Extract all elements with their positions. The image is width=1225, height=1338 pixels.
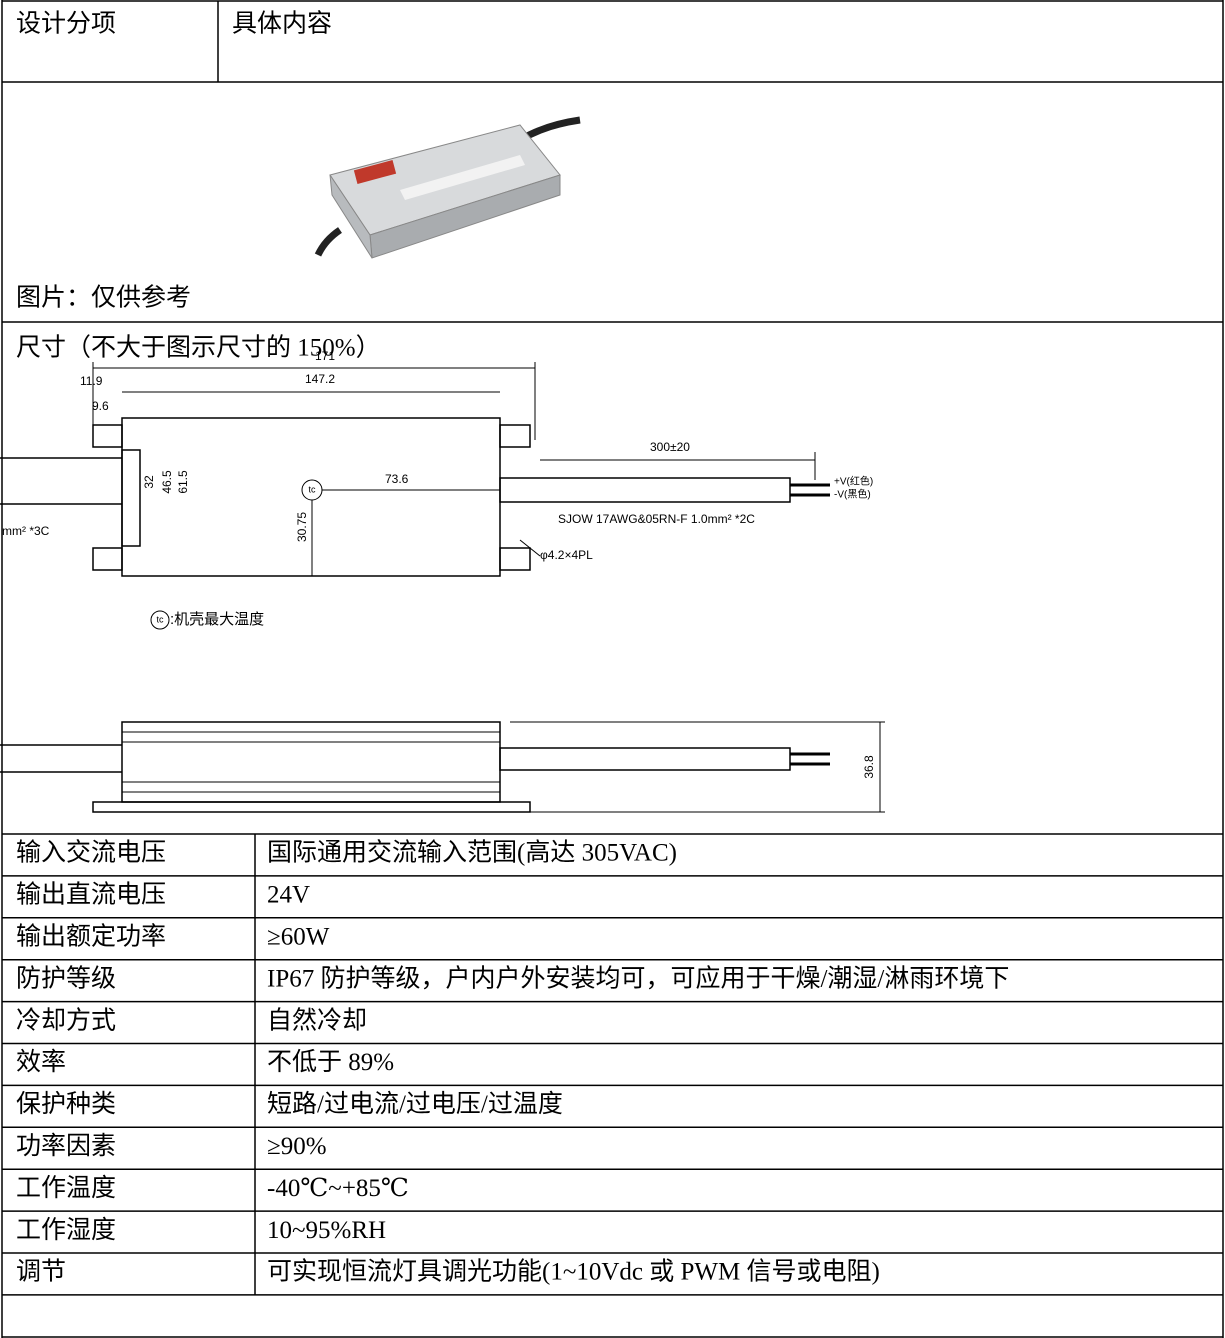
spec-value: 可实现恒流灯具调光功能(1~10Vdc 或 PWM 信号或电阻) [267, 1258, 880, 1286]
flange [92, 547, 123, 571]
dimension-drawing: 171 147.2 11.9 9.6 mm² *3C 32 46.5 61.5 … [0, 349, 885, 813]
leader [519, 539, 541, 557]
spec-value: ≥60W [267, 923, 330, 950]
dim-label: 46.5 [160, 470, 174, 494]
spec-label: 输出直流电压 [16, 881, 166, 909]
dim-label: 30.75 [295, 512, 309, 542]
spec-label: 冷却方式 [16, 1006, 116, 1034]
dim-label: mm² *3C [2, 524, 50, 538]
tc-symbol: tc [308, 484, 316, 494]
tc-mark [150, 610, 170, 630]
spec-value: 短路/过电流/过电压/过温度 [267, 1090, 563, 1118]
spec-value: 不低于 89% [267, 1048, 394, 1076]
tc-symbol: tc [156, 614, 164, 624]
spec-label: 工作温度 [16, 1174, 116, 1202]
housing-side [121, 721, 501, 803]
dim-label: 32 [142, 475, 156, 489]
spec-label: 效率 [16, 1048, 66, 1076]
dim-label: SJOW 17AWG&05RN-F 1.0mm² *2C [558, 512, 755, 526]
tc-note: :机壳最大温度 [170, 611, 264, 628]
housing-end [329, 174, 373, 259]
spec-rows: 国际通用交流输入范围(高达 305VAC) 输入交流电压 24V 输出直流电压 ≥60W… [2, 834, 1223, 1296]
spec-value: -40℃~+85℃ [267, 1175, 409, 1202]
housing-top [121, 417, 501, 577]
dim-label: 300±20 [650, 440, 690, 454]
spec-label: 输出额定功率 [16, 922, 166, 950]
dim-label: 36.8 [862, 755, 876, 779]
spec-label: 功率因素 [16, 1132, 116, 1160]
spec-value: IP67 防护等级，户内户外安装均可，可应用于干燥/潮湿/淋雨环境下 [267, 964, 1009, 992]
spec-value: 24V [267, 882, 310, 909]
spec-label: 工作湿度 [16, 1216, 116, 1244]
dimension-title: 尺寸（不大于图示尺寸的 150%） [16, 334, 381, 362]
image-caption: 图片：仅供参考 [16, 284, 191, 312]
spec-value: ≥90% [267, 1133, 327, 1160]
flange [92, 424, 123, 448]
flange [499, 547, 531, 571]
dim-label: 11.9 [80, 374, 103, 388]
spec-label: 输入交流电压 [16, 839, 166, 867]
product-photo [314, 116, 581, 259]
spec-value: 国际通用交流输入范围(高达 305VAC) [267, 839, 677, 867]
base-plate [92, 801, 531, 813]
spec-value: 自然冷却 [267, 1006, 367, 1034]
spec-label: 保护种类 [16, 1090, 116, 1118]
cable [314, 227, 342, 257]
spec-label: 调节 [16, 1258, 66, 1286]
output-cable [499, 747, 791, 771]
label [400, 155, 525, 200]
dim-label: 9.6 [92, 399, 109, 413]
dim-label: 73.6 [385, 472, 409, 486]
header-cell: 具体内容 [232, 10, 332, 38]
dim-label: 147.2 [305, 372, 335, 386]
end-cap [121, 449, 141, 547]
spec-label: 防护等级 [16, 964, 116, 992]
wire-label: +V(红色) [834, 475, 873, 488]
flange [499, 424, 531, 448]
dim-label: φ4.2×4PL [540, 548, 593, 562]
dim-label: 171 [315, 349, 335, 363]
label [353, 160, 397, 184]
output-cable [499, 477, 791, 503]
header-cell: 设计分项 [16, 10, 116, 38]
wire-label: -V(黑色) [834, 488, 871, 501]
spec-value: 10~95%RH [267, 1217, 386, 1244]
dim-label: 61.5 [176, 470, 190, 494]
